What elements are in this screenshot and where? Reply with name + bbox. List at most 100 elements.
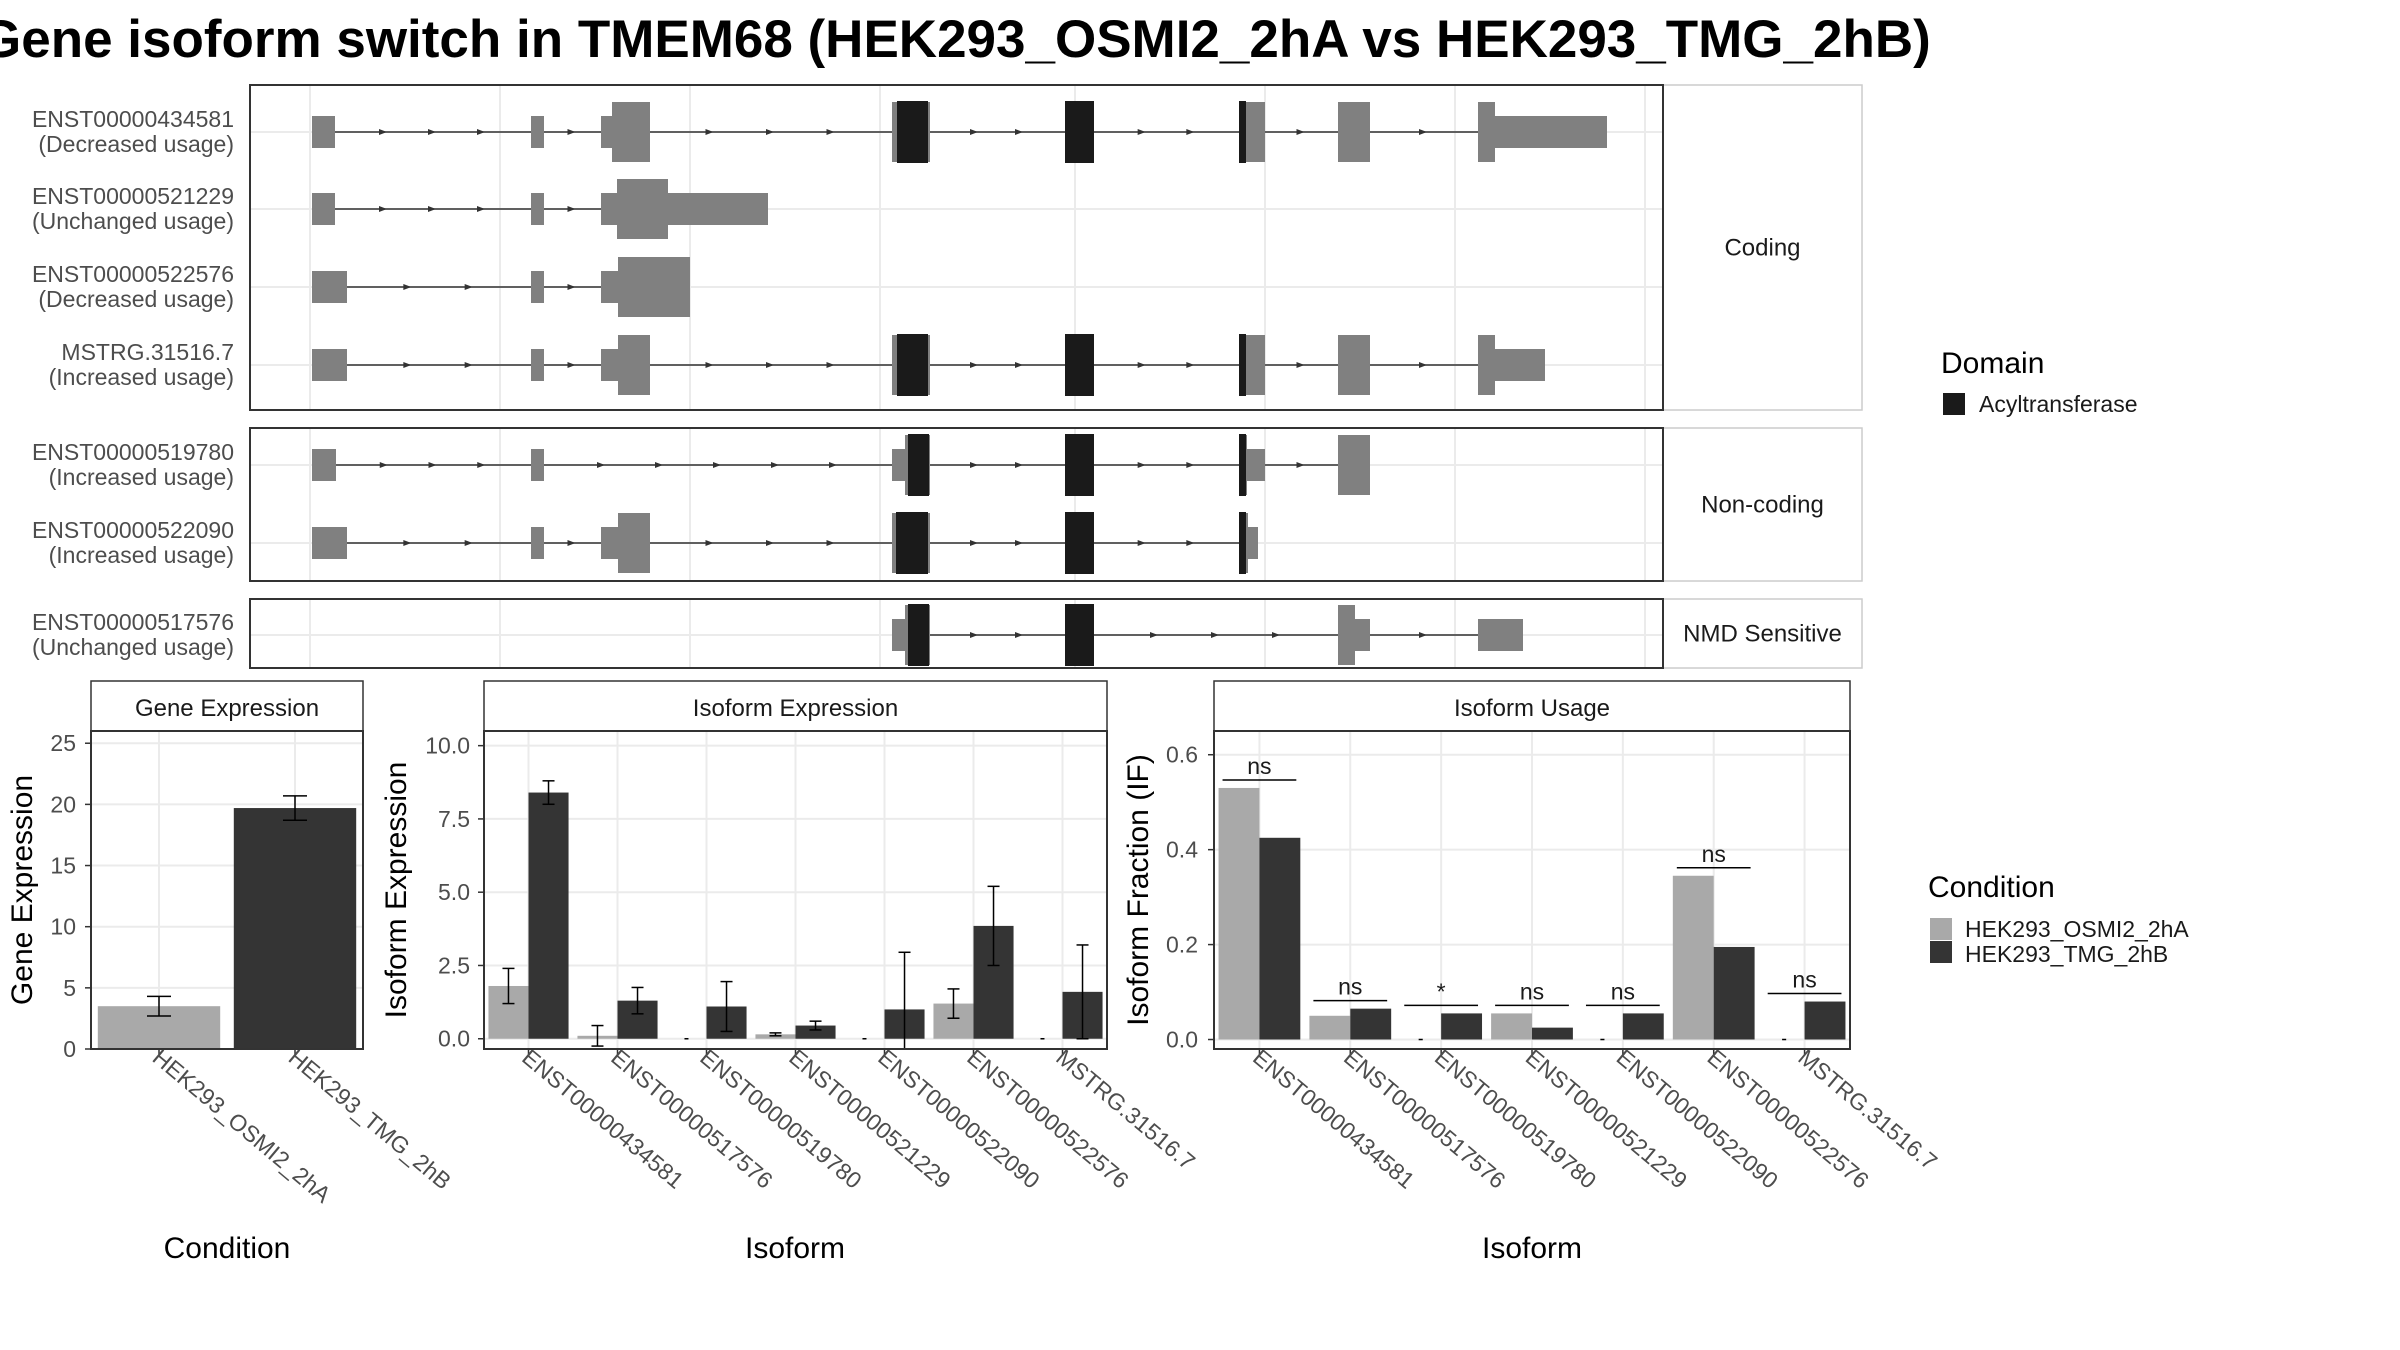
intron-arrow bbox=[766, 362, 774, 368]
acyltransferase-domain bbox=[1065, 512, 1094, 574]
structure-panel-border bbox=[249, 427, 1664, 582]
intron-arrow bbox=[477, 129, 485, 135]
chart-strip bbox=[90, 680, 364, 732]
domain-legend: Domain Acyltransferase bbox=[1941, 347, 2138, 417]
y-tick-label: 20 bbox=[50, 791, 76, 817]
intron-arrow bbox=[705, 362, 714, 368]
utr-exon bbox=[312, 193, 335, 225]
x-axis-title: Isoform bbox=[745, 1232, 845, 1265]
y-tick-label: 0.0 bbox=[1166, 1027, 1198, 1053]
transcript-usage-label: (Increased usage) bbox=[49, 364, 234, 390]
intron-arrow bbox=[1211, 632, 1219, 638]
coding-exon bbox=[618, 257, 690, 317]
intron-arrow bbox=[1137, 129, 1146, 135]
isoform-expression-chart: Isoform Expression 0.0 2.5 5.0 7.5 10.0 ENST00… bbox=[380, 680, 1200, 1265]
bar-hek293-tmg-2hb-enst00000522576 bbox=[1713, 946, 1755, 1040]
facet-strip bbox=[1662, 427, 1863, 582]
facet-label-non-coding: Non-coding bbox=[1701, 492, 1824, 519]
intron-arrow bbox=[477, 206, 485, 212]
x-tick-label: ENST00000522090 bbox=[873, 1044, 1045, 1194]
transcript-enst00000521229: ENST00000521229(Unchanged usage) bbox=[32, 179, 768, 239]
bar-hek293-tmg-2hb-enst00000434581 bbox=[528, 792, 569, 1039]
y-tick-label: 2.5 bbox=[438, 952, 470, 978]
x-tick-label: ENST00000517576 bbox=[1339, 1044, 1511, 1194]
plot-border bbox=[90, 730, 364, 1050]
intron-arrow bbox=[428, 462, 437, 468]
transcript-usage-label: (Decreased usage) bbox=[38, 131, 234, 157]
utr-exon bbox=[601, 193, 617, 225]
intron-arrow bbox=[1015, 540, 1023, 546]
acyltransferase-domain bbox=[1065, 434, 1094, 496]
transcript-id-label: ENST00000434581 bbox=[32, 106, 234, 132]
intron-arrow bbox=[713, 462, 721, 468]
y-tick-label: 5 bbox=[63, 975, 76, 1001]
y-tick-label: 5.0 bbox=[438, 879, 470, 905]
x-tick-label: ENST00000434581 bbox=[1248, 1044, 1420, 1194]
chart-strip bbox=[1213, 680, 1851, 732]
utr-exon bbox=[531, 349, 544, 381]
y-tick-label: 0.2 bbox=[1166, 932, 1198, 958]
acyltransferase-domain bbox=[1239, 334, 1246, 396]
x-axis-title: Condition bbox=[164, 1232, 291, 1265]
intron-arrow bbox=[567, 129, 576, 135]
condition-legend-title: Condition bbox=[1928, 871, 2055, 904]
transcript-usage-label: (Increased usage) bbox=[49, 464, 234, 490]
intron-arrow bbox=[464, 362, 473, 368]
transcript-id-label: ENST00000522090 bbox=[32, 517, 234, 543]
utr-exon bbox=[668, 193, 768, 225]
bar-hek293-tmg-2hb bbox=[233, 808, 357, 1049]
coding-exon bbox=[1247, 102, 1265, 162]
bar-hek293-tmg-2hb-enst00000519780 bbox=[1441, 1013, 1483, 1040]
transcript-id-label: ENST00000519780 bbox=[32, 439, 234, 465]
acyltransferase-domain bbox=[908, 434, 929, 496]
intron-arrow bbox=[766, 540, 774, 546]
intron-arrow bbox=[403, 362, 412, 368]
x-tick-label: ENST00000522090 bbox=[1612, 1044, 1784, 1194]
intron-arrow bbox=[1419, 362, 1427, 368]
intron-arrow bbox=[597, 462, 605, 468]
intron-arrow bbox=[428, 129, 436, 135]
intron-arrow bbox=[1150, 632, 1158, 638]
intron-arrow bbox=[829, 462, 837, 468]
significance-label: ns bbox=[1520, 978, 1544, 1004]
intron-arrow bbox=[379, 129, 387, 135]
utr-exon bbox=[312, 527, 347, 559]
bar-hek293-osmi2-2ha-enst00000434581 bbox=[1218, 787, 1260, 1040]
plot-border bbox=[483, 730, 1108, 1050]
coding-exon bbox=[618, 335, 650, 395]
bar-hek293-osmi2-2ha-enst00000521229 bbox=[1491, 1013, 1532, 1040]
coding-exon bbox=[1338, 605, 1355, 665]
utr-exon bbox=[601, 349, 618, 381]
intron-arrow bbox=[1137, 540, 1146, 546]
transcript-usage-label: (Unchanged usage) bbox=[32, 208, 234, 234]
figure-title: Gene isoform switch in TMEM68 (HEK293_OS… bbox=[0, 10, 1931, 69]
x-tick-label: ENST00000519780 bbox=[695, 1044, 867, 1194]
condition-legend: Condition HEK293_OSMI2_2hA HEK293_TMG_2h… bbox=[1928, 871, 2189, 967]
intron-arrow bbox=[970, 362, 978, 368]
transcript-usage-label: (Decreased usage) bbox=[38, 286, 234, 312]
utr-exon bbox=[1247, 449, 1265, 481]
bar-hek293-osmi2-2ha-enst00000517576 bbox=[1309, 1015, 1351, 1040]
x-tick-label: ENST00000434581 bbox=[517, 1044, 689, 1194]
intron-arrow bbox=[1272, 632, 1280, 638]
utr-exon bbox=[312, 349, 347, 381]
facet-strip bbox=[1662, 84, 1863, 411]
acyltransferase-domain bbox=[896, 512, 928, 574]
intron-arrow bbox=[1015, 129, 1023, 135]
domain-legend-label: Acyltransferase bbox=[1979, 391, 2138, 417]
structure-panel-bg bbox=[250, 85, 1663, 410]
coding-exon bbox=[1338, 435, 1370, 495]
bar-hek293-tmg-2hb-mstrg-31516-7 bbox=[1804, 1001, 1846, 1040]
coding-exon bbox=[1338, 335, 1370, 395]
structure-panel-bg bbox=[250, 599, 1663, 668]
structure-panel-border bbox=[249, 598, 1664, 669]
coding-exon bbox=[618, 513, 650, 573]
facet-label-coding: Coding bbox=[1724, 235, 1800, 262]
utr-exon bbox=[601, 271, 618, 303]
coding-exon bbox=[1478, 102, 1495, 162]
y-tick-label: 0.6 bbox=[1166, 742, 1198, 768]
bar-hek293-osmi2-2ha-enst00000522576 bbox=[1672, 875, 1714, 1040]
y-axis-title: Gene Expression bbox=[6, 775, 39, 1005]
